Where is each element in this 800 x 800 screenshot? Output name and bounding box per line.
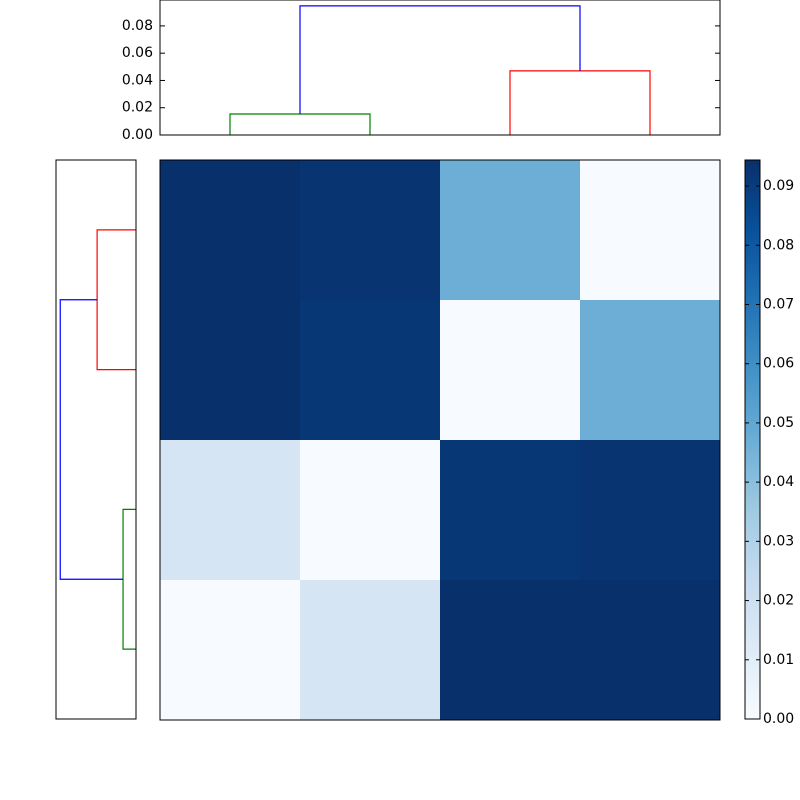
y-tick-label: 0.04 <box>122 72 153 88</box>
colorbar-tick-label: 0.07 <box>763 296 794 312</box>
heatmap-cell <box>160 160 301 301</box>
dendrogram-link <box>59 299 124 580</box>
colorbar-tick-label: 0.03 <box>763 533 794 549</box>
heatmap-cell <box>160 300 301 441</box>
heatmap-cell <box>440 160 581 301</box>
colorbar-tick-label: 0.01 <box>763 652 794 668</box>
heatmap-cell <box>440 440 581 581</box>
heatmap-cell <box>580 440 721 581</box>
dendrogram-link <box>229 113 371 135</box>
colorbar-tick-label: 0.08 <box>763 237 794 253</box>
axes-frame <box>159 0 721 136</box>
y-tick-label: 0.06 <box>122 45 153 61</box>
axes-frame <box>55 159 137 720</box>
colorbar-tick-label: 0.00 <box>763 711 794 727</box>
heatmap-cell <box>160 580 301 721</box>
heatmap-cell <box>300 160 441 301</box>
y-tick-label: 0.08 <box>122 18 153 34</box>
dendrogram-link <box>122 508 136 650</box>
dendrogram-link <box>509 70 651 135</box>
heatmap-cell <box>160 440 301 581</box>
heatmap-cell <box>440 580 581 721</box>
heatmap-cell <box>580 300 721 441</box>
y-tick-label: 0.02 <box>122 100 153 116</box>
colorbar <box>744 159 761 720</box>
colorbar-tick-label: 0.04 <box>763 474 794 490</box>
heatmap-cell <box>580 160 721 301</box>
heatmap-cell <box>300 440 441 581</box>
colorbar-tick-label: 0.06 <box>763 356 794 372</box>
dendrogram-link <box>96 229 136 371</box>
axes-frame <box>159 159 721 721</box>
y-tick-label: 0.00 <box>122 127 153 143</box>
heatmap-cell <box>580 580 721 721</box>
dendrogram-link <box>299 5 581 114</box>
colorbar-tick-label: 0.09 <box>763 178 794 194</box>
colorbar-tick-label: 0.05 <box>763 415 794 431</box>
colorbar-tick-label: 0.02 <box>763 593 794 609</box>
heatmap-cell <box>300 300 441 441</box>
heatmap-cell <box>440 300 581 441</box>
heatmap-cell <box>300 580 441 721</box>
